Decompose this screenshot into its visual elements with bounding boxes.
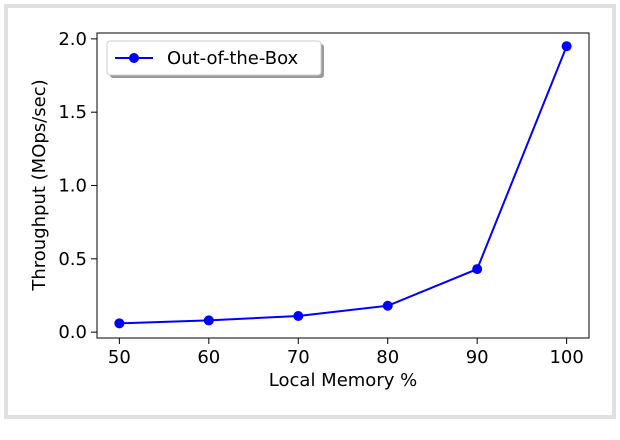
legend-box <box>106 40 322 76</box>
y-tick-label: 1.0 <box>58 176 87 197</box>
data-point <box>293 311 304 322</box>
x-tick-label: 50 <box>108 347 131 368</box>
y-tick-label: 2.0 <box>58 29 87 50</box>
x-tick-label: 100 <box>549 347 583 368</box>
data-point <box>114 318 125 329</box>
y-tick-label: 0.0 <box>58 322 87 343</box>
y-axis-ticks: 0.0 0.5 1.0 1.5 2.0 <box>58 29 97 343</box>
data-point <box>382 300 393 311</box>
series-layer <box>114 41 572 329</box>
data-point <box>561 41 572 52</box>
legend: Out-of-the-Box <box>106 40 324 78</box>
x-tick-label: 90 <box>466 347 489 368</box>
x-tick-label: 70 <box>287 347 310 368</box>
data-point <box>472 264 483 275</box>
x-axis-ticks: 50 60 70 80 90 100 <box>108 338 584 368</box>
y-axis-label: Throughput (MOps/sec) <box>29 79 50 291</box>
y-tick-label: 1.5 <box>58 102 87 123</box>
x-tick-label: 60 <box>197 347 220 368</box>
plot-frame <box>96 32 590 339</box>
y-tick-label: 0.5 <box>58 249 87 270</box>
series-line <box>119 45 568 325</box>
legend-marker-sample <box>129 53 139 63</box>
data-point <box>203 315 214 326</box>
x-axis-label: Local Memory % <box>269 370 417 391</box>
plot-area <box>96 32 590 339</box>
x-tick-label: 80 <box>376 347 399 368</box>
legend-label: Out-of-the-Box <box>167 48 299 69</box>
